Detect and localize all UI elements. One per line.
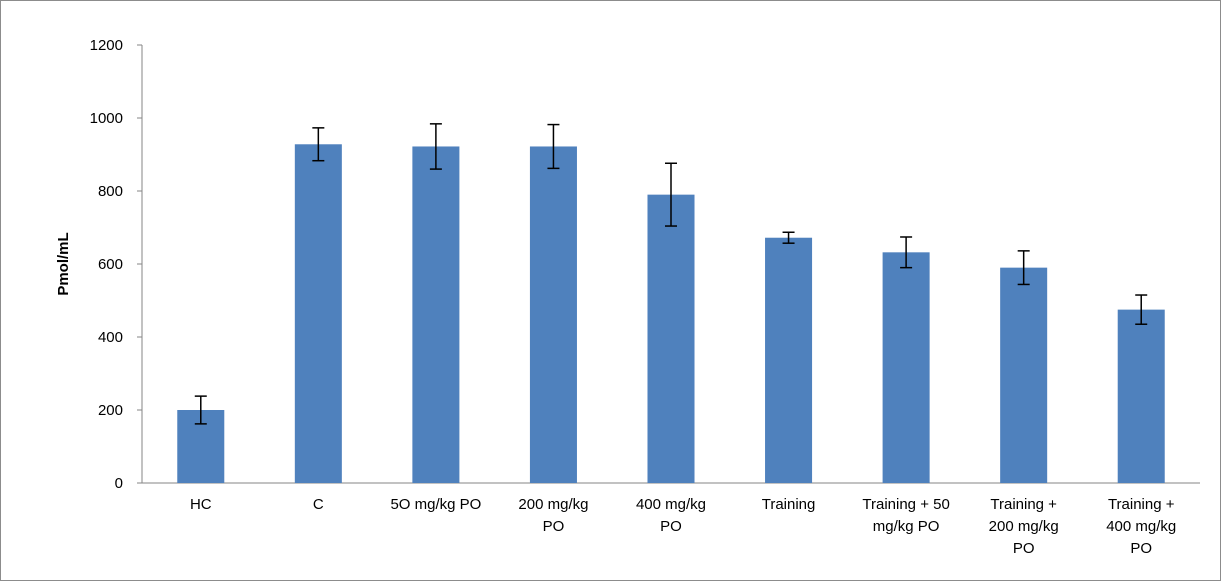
error-bar	[547, 123, 560, 170]
x-category-label: HC	[190, 496, 212, 513]
bar	[765, 237, 813, 483]
error-bar	[429, 123, 442, 170]
bar	[529, 146, 577, 483]
bar	[294, 144, 342, 483]
x-category-label: 200 mg/kg PO	[518, 496, 588, 535]
y-axis-title: Pmol/mL	[55, 232, 72, 295]
bars-group	[177, 144, 1165, 483]
error-bar	[900, 236, 913, 269]
y-axis: 0 200 400 600 800 1000 1200	[90, 37, 143, 492]
error-bar	[1135, 294, 1148, 325]
bar	[647, 194, 695, 483]
error-bar	[665, 162, 677, 227]
y-tick-label: 600	[98, 256, 123, 273]
x-category-label: Training +200 mg/kg PO	[989, 496, 1059, 557]
x-category-label: Training + 50 mg/kg PO	[862, 496, 949, 535]
y-tick-label: 200	[98, 402, 123, 419]
y-tick-label: 400	[98, 329, 123, 346]
y-tick-label: 0	[115, 475, 123, 492]
y-tick-label: 1200	[90, 37, 123, 54]
error-bars-group	[194, 123, 1148, 425]
category-labels-group: HC C 5O mg/kg PO 200 mg/kg PO 400 mg/kg PO Trai…	[190, 496, 1176, 557]
y-tick-label: 1000	[90, 110, 123, 127]
error-bar	[1017, 250, 1030, 286]
x-category-label: 400 mg/kg PO	[636, 496, 706, 535]
y-tick-label: 800	[98, 183, 123, 200]
bar	[412, 146, 460, 483]
error-bar	[194, 395, 207, 425]
error-bar	[782, 231, 795, 244]
x-category-label: C	[313, 496, 324, 513]
bar	[882, 252, 930, 483]
bar	[1000, 267, 1048, 483]
x-category-label: Training	[762, 496, 816, 513]
x-category-label: Training +400 mg/kg PO	[1106, 496, 1176, 557]
error-bar	[312, 127, 325, 162]
bar	[1117, 309, 1165, 483]
x-category-label: 5O mg/kg PO	[390, 496, 481, 513]
